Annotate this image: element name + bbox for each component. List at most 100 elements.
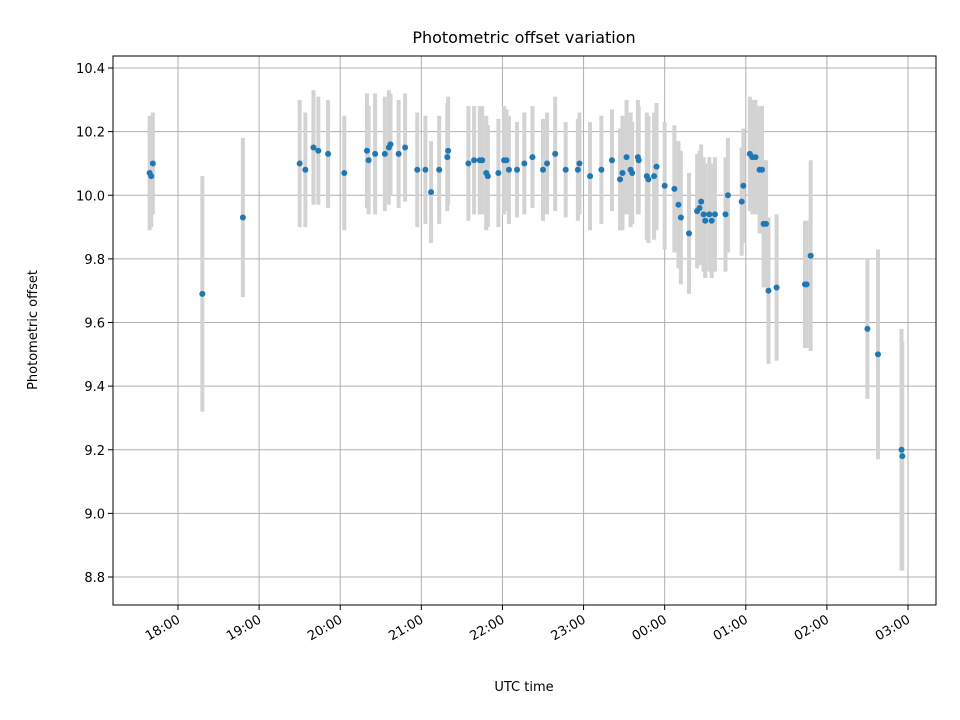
data-point bbox=[341, 169, 348, 176]
data-point bbox=[465, 160, 472, 167]
data-points bbox=[146, 141, 906, 460]
data-point bbox=[562, 166, 569, 173]
data-point bbox=[653, 163, 660, 170]
data-point bbox=[414, 166, 421, 173]
data-point bbox=[677, 214, 684, 221]
y-tick-label: 9.8 bbox=[84, 253, 105, 268]
data-point bbox=[310, 144, 317, 151]
data-point bbox=[149, 160, 156, 167]
data-point bbox=[505, 166, 512, 173]
data-point bbox=[444, 154, 451, 161]
data-point bbox=[148, 173, 155, 180]
y-tick-label: 9.4 bbox=[84, 380, 105, 395]
data-point bbox=[239, 214, 246, 221]
data-point bbox=[803, 281, 810, 288]
data-point bbox=[540, 166, 546, 173]
data-point bbox=[864, 325, 871, 332]
data-point bbox=[898, 446, 905, 453]
data-point bbox=[698, 198, 705, 205]
data-point bbox=[700, 211, 707, 218]
x-tick-label: 22:00 bbox=[467, 612, 507, 644]
x-axis: 18:00 19:00 20:00 21:00 22:00 23:00 00:00 01:00… bbox=[143, 605, 913, 644]
data-point bbox=[752, 154, 759, 161]
data-point bbox=[372, 150, 379, 157]
y-tick-label: 8.8 bbox=[84, 571, 105, 586]
data-point bbox=[623, 154, 630, 161]
x-tick-label: 01:00 bbox=[711, 612, 751, 644]
data-point bbox=[296, 160, 303, 167]
x-tick-label: 21:00 bbox=[386, 612, 426, 644]
x-tick-label: 02:00 bbox=[792, 612, 832, 644]
data-point bbox=[740, 182, 747, 189]
chart-title: Photometric offset variation bbox=[412, 28, 635, 47]
data-point bbox=[722, 211, 729, 218]
data-point bbox=[763, 220, 770, 227]
data-point bbox=[711, 211, 718, 218]
data-point bbox=[199, 290, 206, 297]
data-point bbox=[696, 204, 703, 211]
data-point bbox=[315, 147, 322, 154]
data-point bbox=[325, 150, 332, 157]
data-point bbox=[521, 160, 528, 167]
data-point bbox=[617, 176, 624, 183]
data-point bbox=[587, 173, 594, 180]
data-point bbox=[302, 166, 309, 173]
data-point bbox=[686, 230, 692, 237]
data-point bbox=[365, 157, 372, 164]
y-tick-label: 9.0 bbox=[84, 507, 105, 522]
data-point bbox=[484, 173, 491, 180]
data-point bbox=[899, 453, 906, 460]
data-point bbox=[671, 185, 678, 192]
data-point bbox=[381, 150, 388, 157]
data-point bbox=[706, 211, 713, 218]
data-point bbox=[629, 169, 636, 176]
plot-frame bbox=[112, 55, 937, 606]
x-tick-label: 20:00 bbox=[305, 612, 345, 644]
x-tick-label: 18:00 bbox=[143, 612, 183, 644]
data-point bbox=[598, 166, 605, 173]
y-tick-label: 10.4 bbox=[76, 62, 105, 77]
data-point bbox=[503, 157, 510, 164]
data-point bbox=[635, 157, 642, 164]
data-point bbox=[395, 150, 402, 157]
data-point bbox=[387, 141, 394, 148]
data-point bbox=[724, 192, 731, 199]
data-point bbox=[574, 166, 581, 173]
data-point bbox=[874, 351, 881, 358]
data-point bbox=[471, 157, 478, 164]
data-point bbox=[363, 147, 370, 154]
data-point bbox=[708, 217, 715, 224]
y-tick-label: 9.6 bbox=[84, 317, 105, 332]
data-point bbox=[428, 189, 435, 196]
data-point bbox=[675, 201, 682, 208]
x-tick-label: 03:00 bbox=[873, 612, 913, 644]
data-point bbox=[479, 157, 486, 164]
y-tick-label: 10.0 bbox=[76, 189, 105, 204]
data-point bbox=[661, 182, 668, 189]
y-axis: 8.8 9.0 9.2 9.4 9.6 9.8 10.0 10.2 10.4 bbox=[76, 62, 113, 586]
x-tick-label: 00:00 bbox=[630, 612, 670, 644]
y-tick-label: 10.2 bbox=[76, 126, 105, 141]
x-axis-label: UTC time bbox=[494, 680, 553, 695]
data-point bbox=[436, 166, 443, 173]
data-point bbox=[495, 169, 502, 176]
data-point bbox=[651, 173, 658, 180]
data-point bbox=[702, 217, 709, 224]
y-axis-label: Photometric offset bbox=[26, 270, 41, 390]
data-point bbox=[773, 284, 780, 291]
data-point bbox=[544, 160, 551, 167]
y-tick-label: 9.2 bbox=[84, 444, 105, 459]
data-point bbox=[807, 252, 814, 259]
data-point bbox=[445, 147, 452, 154]
data-point bbox=[738, 198, 745, 205]
data-point bbox=[552, 150, 559, 157]
data-point bbox=[765, 287, 772, 294]
data-point bbox=[608, 157, 615, 164]
x-tick-label: 19:00 bbox=[224, 612, 264, 644]
data-point bbox=[645, 176, 652, 183]
data-point bbox=[576, 160, 583, 167]
data-point bbox=[619, 169, 626, 176]
data-point bbox=[759, 166, 765, 173]
data-point bbox=[402, 144, 409, 151]
